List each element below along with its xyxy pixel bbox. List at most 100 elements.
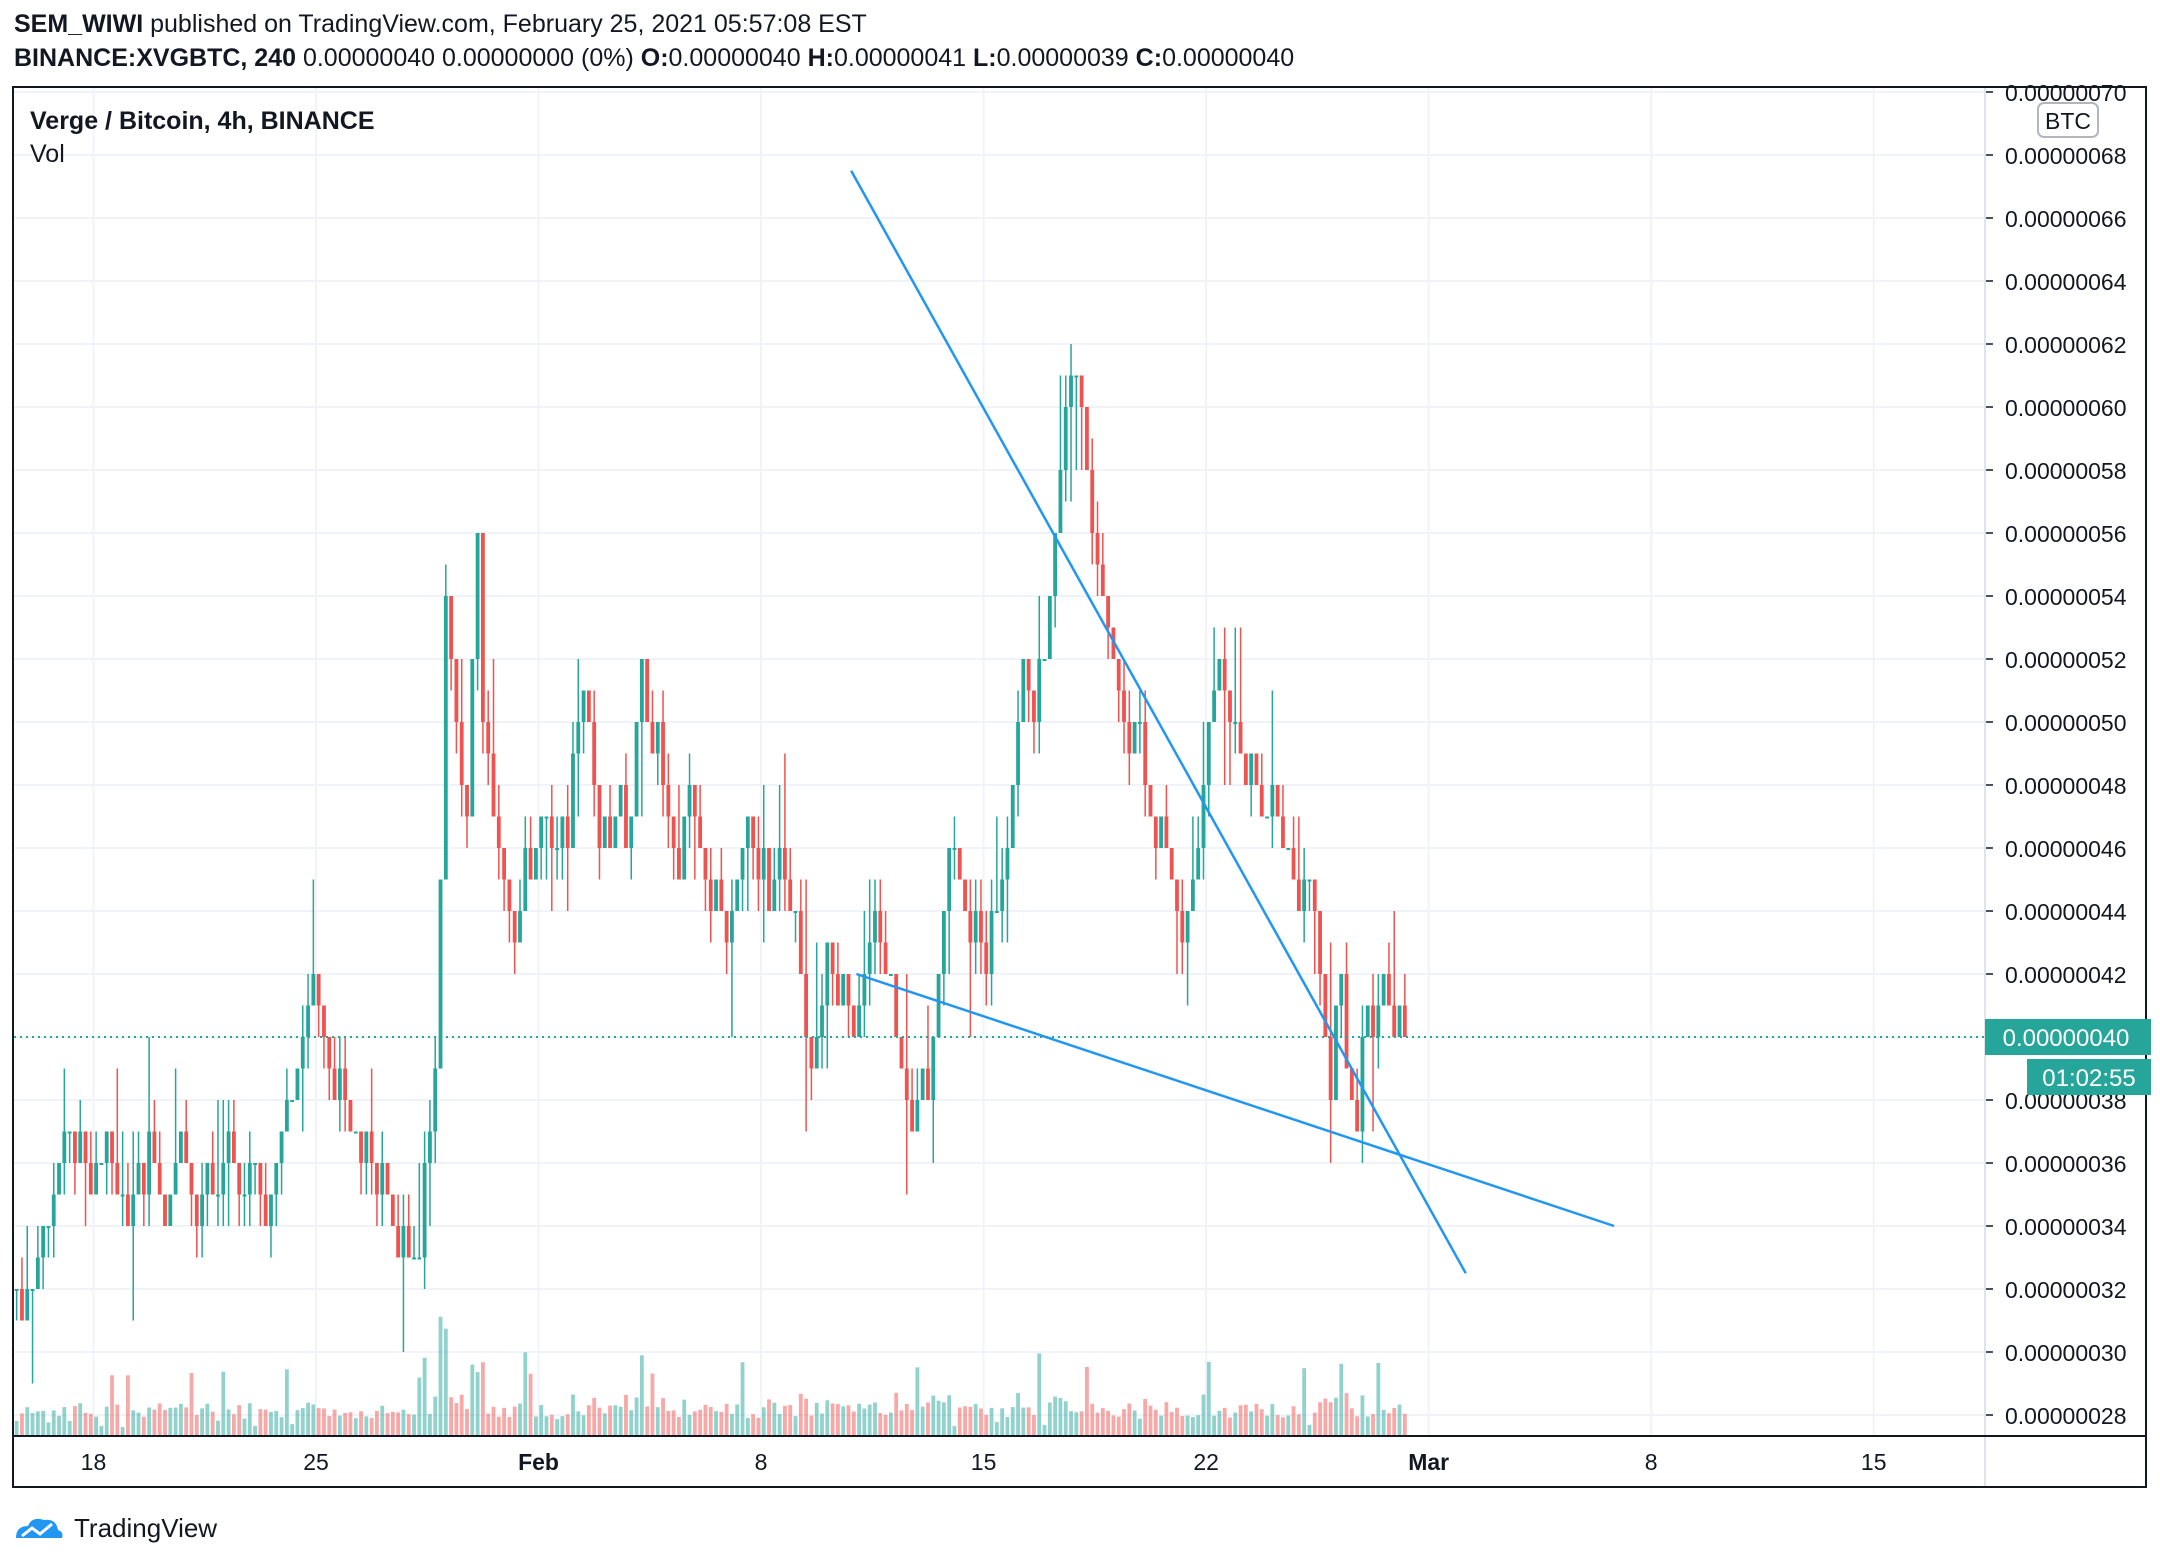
candle-body-132	[714, 879, 718, 911]
candle-body-174	[936, 974, 941, 1037]
volume-bar-18	[110, 1375, 114, 1436]
publisher-name[interactable]: SEM_WIWI	[14, 10, 144, 38]
candle-body-257	[1376, 1005, 1381, 1037]
candle-body-29	[168, 1194, 173, 1226]
volume-bar-125	[677, 1417, 681, 1436]
candle-body-42	[237, 1163, 242, 1195]
candle-body-154	[830, 942, 835, 974]
volume-bar-192	[1032, 1415, 1036, 1436]
volume-bar-250	[1339, 1363, 1344, 1436]
candle-body-153	[825, 942, 830, 1006]
candle-body-249	[1334, 1005, 1338, 1100]
volume-bar-243	[1302, 1368, 1307, 1436]
candle-body-98	[533, 848, 538, 880]
volume-bar-184	[989, 1407, 994, 1436]
y-tick-label-0: 0.00000070	[2005, 80, 2127, 106]
candle-body-168	[904, 1068, 909, 1100]
volume-bar-90	[491, 1406, 496, 1436]
volume-bar-60	[332, 1409, 337, 1436]
candle-body-109	[592, 722, 597, 785]
candle-body-53	[295, 1068, 300, 1100]
candle-body-67	[369, 1131, 374, 1163]
volume-bar-142	[767, 1399, 771, 1436]
volume-bar-129	[698, 1409, 703, 1436]
candle-body-183	[984, 942, 989, 974]
candle-body-128	[692, 785, 697, 817]
volume-bar-101	[549, 1414, 554, 1436]
volume-bar-144	[777, 1414, 782, 1436]
candle-body-137	[740, 848, 745, 880]
volume-bar-154	[830, 1403, 835, 1436]
candle-body-240	[1286, 848, 1291, 850]
candle-body-245	[1312, 879, 1317, 911]
candle-body-113	[613, 816, 618, 848]
volume-bar-39	[221, 1371, 226, 1436]
candle-body-116	[629, 816, 634, 848]
y-tick-label-4: 0.00000062	[2005, 332, 2127, 358]
y-tick-label-1: 0.00000068	[2005, 143, 2127, 169]
candle-body-212	[1137, 722, 1142, 724]
candle-body-74	[406, 1226, 411, 1258]
volume-bar-218	[1169, 1411, 1174, 1436]
volume-bar-2	[25, 1407, 30, 1436]
candle-body-211	[1132, 722, 1137, 754]
volume-bar-182	[979, 1408, 983, 1436]
candle-body-0	[14, 1289, 19, 1291]
currency-badge[interactable]: BTC	[2037, 102, 2099, 138]
volume-bar-247	[1323, 1398, 1328, 1436]
volume-bar-59	[327, 1416, 332, 1436]
volume-bar-30	[173, 1407, 178, 1436]
candle-body-71	[390, 1194, 395, 1226]
candle-body-166	[894, 974, 899, 1037]
footer: TradingView	[12, 1510, 217, 1546]
candle-body-205	[1100, 564, 1105, 596]
candle-body-195	[1047, 596, 1052, 659]
candle-body-225	[1206, 722, 1211, 785]
candle-body-256	[1371, 1005, 1375, 1037]
chart-frame[interactable]	[12, 86, 2147, 1488]
volume-bar-150	[809, 1415, 814, 1436]
volume-bar-119	[645, 1406, 650, 1436]
candle-body-223	[1196, 848, 1201, 880]
candle-body-61	[337, 1068, 342, 1100]
candle-body-176	[947, 848, 952, 911]
candle-body-106	[576, 722, 581, 754]
candle-body-89	[486, 722, 491, 754]
volume-bar-176	[947, 1395, 952, 1436]
volume-bar-68	[375, 1410, 379, 1436]
volume-bar-172	[926, 1402, 930, 1436]
candle-body-64	[353, 1131, 358, 1134]
volume-bar-205	[1100, 1408, 1105, 1436]
candle-body-31	[178, 1131, 183, 1163]
volume-bar-10	[67, 1420, 72, 1436]
volume-bar-66	[364, 1416, 369, 1436]
volume-bar-202	[1085, 1366, 1089, 1436]
candle-body-37	[210, 1163, 215, 1195]
volume-bar-83	[454, 1403, 459, 1436]
volume-bar-240	[1286, 1415, 1291, 1436]
volume-bar-20	[120, 1426, 125, 1436]
volume-bar-245	[1312, 1412, 1317, 1436]
candle-body-162	[873, 911, 877, 943]
volume-bar-92	[502, 1407, 507, 1436]
candle-body-55	[306, 1005, 310, 1037]
volume-bar-158	[851, 1411, 856, 1436]
volume-bar-200	[1074, 1412, 1079, 1436]
candle-body-14	[88, 1163, 93, 1195]
candle-body-62	[343, 1068, 348, 1100]
volume-bar-222	[1190, 1417, 1195, 1436]
candle-body-93	[507, 879, 512, 911]
volume-bar-260	[1392, 1407, 1397, 1436]
candle-body-6	[46, 1226, 51, 1228]
candle-body-68	[375, 1163, 379, 1195]
candle-body-57	[316, 974, 321, 1006]
volume-bar-208	[1116, 1416, 1121, 1436]
candle-body-208	[1116, 659, 1121, 691]
grid-lines	[14, 88, 1985, 1436]
tradingview-logo-icon[interactable]	[12, 1512, 66, 1544]
x-tick-label-1: 25	[303, 1449, 329, 1475]
volume-bar-62	[343, 1413, 348, 1436]
volume-bar-5	[41, 1410, 46, 1436]
volume-bar-242	[1296, 1414, 1301, 1436]
